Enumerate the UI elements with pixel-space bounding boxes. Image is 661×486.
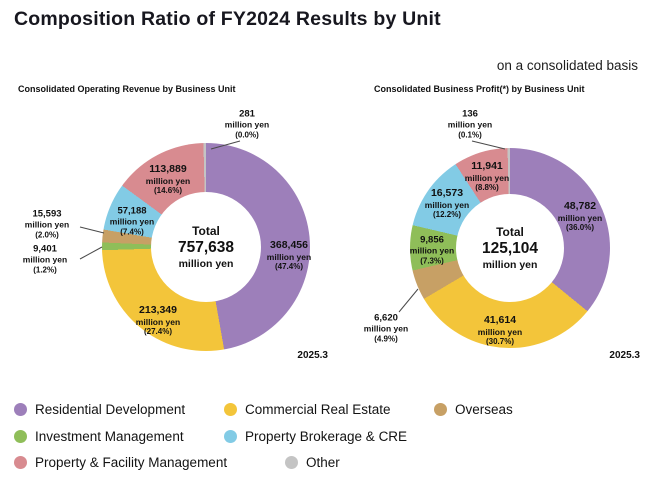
legend-item-other: Other bbox=[285, 455, 340, 470]
legend-dot-purple bbox=[14, 403, 27, 416]
legend-label: Property Brokerage & CRE bbox=[245, 429, 408, 444]
profit-total-value: 125,104 bbox=[481, 240, 539, 257]
revenue-donut-center: Total 757,638 million yen bbox=[151, 192, 261, 302]
legend-label: Investment Management bbox=[35, 429, 184, 444]
revenue-total-label: Total bbox=[192, 224, 220, 238]
revenue-label-commercial-real-estate: 213,349 million yen (27.4%) bbox=[135, 303, 181, 336]
revenue-total-value: 757,638 bbox=[177, 239, 235, 256]
profit-label-investment-management: 9,856 million yen (7.3%) bbox=[409, 234, 455, 265]
legend-item-property-brokerage: Property Brokerage & CRE bbox=[224, 429, 407, 444]
leader-revenue-overseas bbox=[79, 226, 105, 234]
page-title: Composition Ratio of FY2024 Results by U… bbox=[14, 8, 441, 30]
revenue-label-property-facility-management: 113,889 million yen (14.6%) bbox=[145, 162, 191, 195]
revenue-label-other: 281 million yen (0.0%) bbox=[224, 108, 270, 139]
legend-item-residential-development: Residential Development bbox=[14, 402, 185, 417]
legend-item-overseas: Overseas bbox=[434, 402, 513, 417]
legend-dot-gray bbox=[285, 456, 298, 469]
profit-label-overseas: 6,620 million yen (4.9%) bbox=[363, 312, 409, 343]
legend-dot-pink bbox=[14, 456, 27, 469]
revenue-label-residential-development: 368,456 million yen (47.4%) bbox=[266, 238, 312, 271]
profit-label-property-brokerage: 16,573 million yen (12.2%) bbox=[424, 186, 470, 219]
profit-label-residential-development: 48,782 million yen (36.0%) bbox=[557, 199, 603, 232]
legend-label: Residential Development bbox=[35, 402, 186, 417]
legend-dot-green bbox=[14, 430, 27, 443]
legend-dot-yellow bbox=[224, 403, 237, 416]
revenue-chart-title: Consolidated Operating Revenue by Busine… bbox=[18, 84, 236, 94]
profit-period-label: 2025.3 bbox=[609, 350, 640, 361]
leader-revenue-investment bbox=[79, 246, 103, 260]
profit-label-commercial-real-estate: 41,614 million yen (30.7%) bbox=[477, 313, 523, 346]
legend-label: Other bbox=[306, 455, 340, 470]
profit-total-label: Total bbox=[496, 225, 524, 239]
leader-profit-overseas bbox=[398, 288, 419, 313]
profit-label-property-facility-management: 11,941 million yen (8.8%) bbox=[464, 159, 510, 192]
revenue-label-overseas: 15,593 million yen (2.0%) bbox=[24, 208, 70, 239]
profit-label-other: 136 million yen (0.1%) bbox=[447, 108, 493, 139]
revenue-label-investment-management: 9,401 million yen (1.2%) bbox=[22, 243, 68, 274]
revenue-total-unit: million yen bbox=[178, 258, 234, 270]
profit-donut-center: Total 125,104 million yen bbox=[456, 194, 564, 302]
consolidated-basis-note: on a consolidated basis bbox=[496, 58, 638, 73]
revenue-period-label: 2025.3 bbox=[297, 350, 328, 361]
legend-item-property-facility-management: Property & Facility Management bbox=[14, 455, 227, 470]
legend-dot-blue bbox=[224, 430, 237, 443]
legend-item-commercial-real-estate: Commercial Real Estate bbox=[224, 402, 391, 417]
legend-label: Property & Facility Management bbox=[35, 455, 228, 470]
legend-dot-tan bbox=[434, 403, 447, 416]
profit-total-unit: million yen bbox=[482, 259, 538, 271]
revenue-label-property-brokerage: 57,188 million yen (7.4%) bbox=[109, 205, 155, 236]
legend-item-investment-management: Investment Management bbox=[14, 429, 184, 444]
profit-chart-title: Consolidated Business Profit(*) by Busin… bbox=[374, 84, 585, 94]
legend-label: Commercial Real Estate bbox=[245, 402, 391, 417]
legend-label: Overseas bbox=[455, 402, 513, 417]
